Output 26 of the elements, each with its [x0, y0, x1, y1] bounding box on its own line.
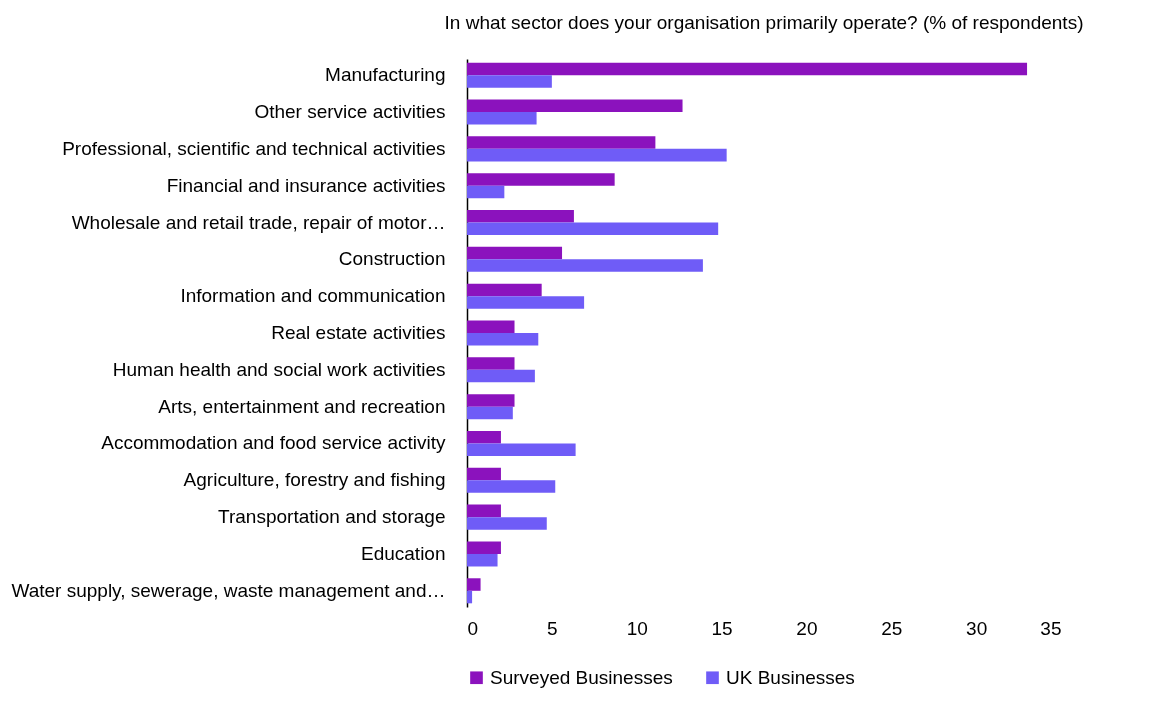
y-tick-label: Human health and social work activities — [112, 358, 446, 380]
legend-label: UK Businesses — [726, 666, 855, 688]
y-tick-label: Transportation and storage — [218, 506, 446, 528]
y-tick-label: Professional, scientific and technical activities — [62, 137, 446, 159]
y-tick-label: Education — [360, 542, 446, 564]
x-tick-label: 35 — [1040, 617, 1062, 639]
y-tick-label: Other service activities — [254, 101, 446, 123]
legend-label: Surveyed Businesses — [490, 666, 673, 688]
y-tick-label: Agriculture, forestry and fishing — [183, 469, 446, 491]
x-tick-label: 30 — [966, 617, 988, 639]
x-tick-label: 10 — [626, 617, 648, 639]
x-tick-label: 0 — [467, 617, 479, 639]
x-tick-label: 5 — [547, 617, 558, 639]
x-tick-label: 15 — [711, 617, 733, 639]
y-tick-label: Construction — [338, 248, 446, 270]
y-tick-label: Arts, entertainment and recreation — [158, 395, 446, 417]
y-tick-label: Real estate activities — [271, 322, 446, 343]
y-tick-label: Information and communication — [180, 285, 446, 307]
y-tick-label: Wholesale and retail trade, repair of motor… — [71, 211, 446, 233]
y-tick-label: Water supply, sewerage, waste management and… — [11, 579, 446, 601]
x-tick-label: 20 — [796, 617, 818, 639]
y-tick-label: Manufacturing — [325, 64, 446, 86]
x-tick-label: 25 — [881, 617, 903, 639]
y-tick-label: Accommodation and food service activity — [101, 432, 446, 454]
chart-title: In what sector does your organisation primarily operate? (% of respondents) — [444, 12, 1084, 33]
y-tick-label: Financial and insurance activities — [166, 174, 446, 196]
